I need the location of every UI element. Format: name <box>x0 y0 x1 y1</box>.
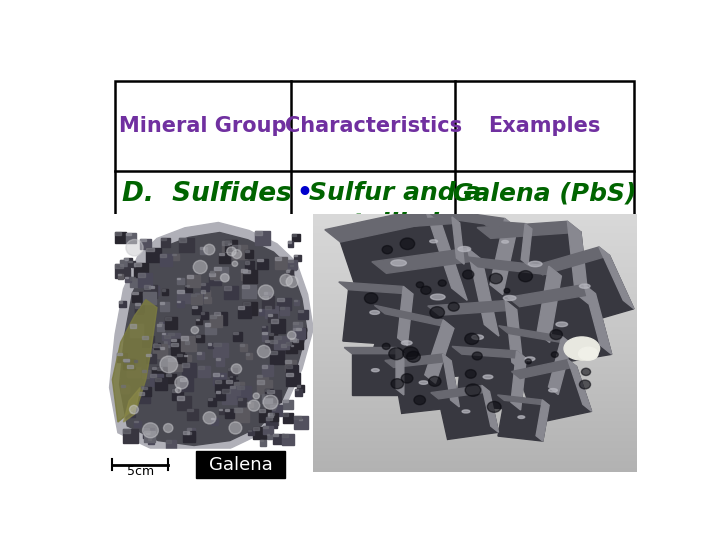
Text: Characteristics: Characteristics <box>284 116 462 136</box>
Bar <box>115 82 634 325</box>
Text: metallic ion: metallic ion <box>309 212 474 237</box>
Text: Galena (PbS): Galena (PbS) <box>453 181 636 205</box>
Text: •: • <box>297 181 312 205</box>
Text: D.  Sulfides: D. Sulfides <box>122 181 292 207</box>
Text: Examples: Examples <box>489 116 601 136</box>
Text: Sulfur and a: Sulfur and a <box>309 181 481 205</box>
Text: Mineral Group: Mineral Group <box>120 116 287 136</box>
